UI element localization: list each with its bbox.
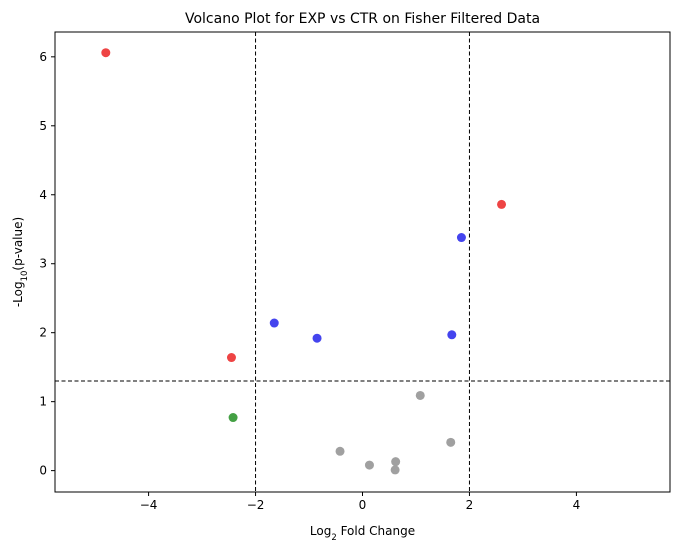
data-point [269,318,279,328]
x-tick-label: 4 [573,498,581,512]
y-axis-ticks: 0 1 2 3 4 5 6 [39,50,55,478]
points-layer [101,48,507,475]
data-point [390,465,400,475]
data-point [101,48,111,58]
x-tick-label: 2 [466,498,474,512]
y-tick-label: 0 [39,464,47,478]
x-axis-label: Log2 Fold Change [310,524,415,543]
x-tick-label: −4 [140,498,158,512]
y-axis-label: -Log10(p-value) [11,217,30,307]
y-tick-label: 5 [39,119,47,133]
y-tick-label: 4 [39,188,47,202]
x-tick-label: 0 [359,498,367,512]
data-point [226,353,236,363]
threshold-lines [55,32,670,492]
data-point [312,333,322,343]
data-point [456,233,466,243]
y-tick-label: 2 [39,326,47,340]
x-tick-label: −2 [247,498,265,512]
y-tick-label: 1 [39,395,47,409]
data-point [364,460,374,470]
data-point [447,330,457,340]
data-point [497,199,507,209]
chart-title: Volcano Plot for EXP vs CTR on Fisher Fi… [185,11,540,27]
y-tick-label: 3 [39,257,47,271]
data-point [446,437,456,447]
plot-frame [54,31,671,493]
y-tick-label: 6 [39,50,47,64]
x-axis-ticks: −4 −2 0 2 4 [140,492,580,512]
data-point [415,390,425,400]
data-point [335,446,345,456]
data-point [228,413,238,423]
data-point [391,457,401,467]
